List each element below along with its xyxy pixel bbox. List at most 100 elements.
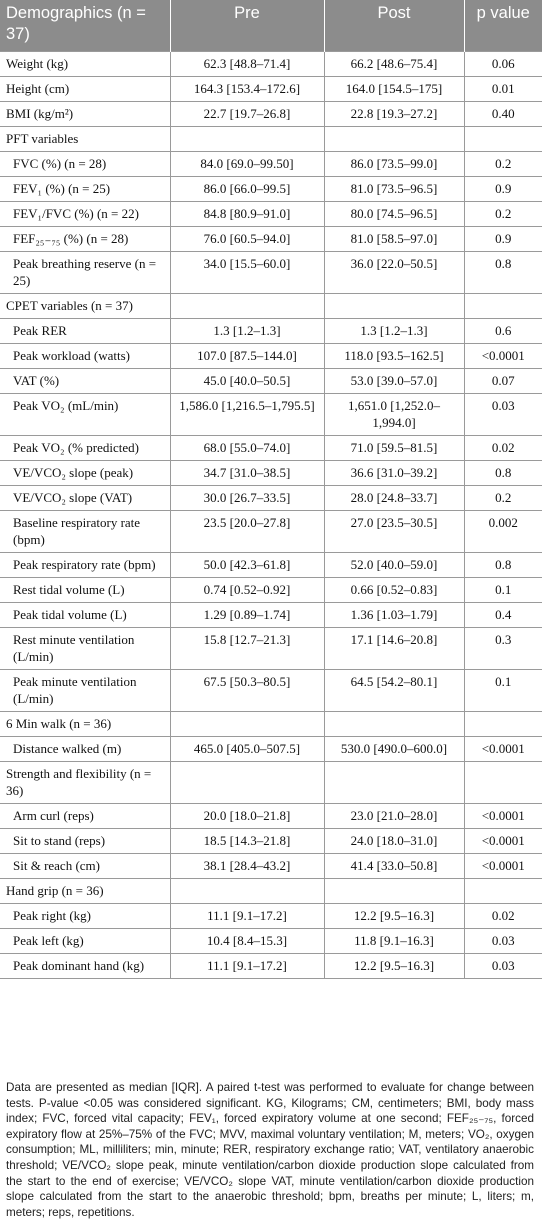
table-row: Arm curl (reps) 20.0 [18.0–21.8] 23.0 [21.… — [0, 803, 542, 829]
table-row: FVC (%) (n = 28) 84.0 [69.0–99.50] 86.0 [7… — [0, 151, 542, 177]
table-row: FEV₁/FVC (%) (n = 22) 84.8 [80.9–91.0] 80.… — [0, 201, 542, 227]
post-value: 11.8 [9.1–16.3] — [324, 928, 465, 954]
results-table: Demographics (n = 37) Pre Post p value W… — [0, 0, 542, 979]
pre-value: 10.4 [8.4–15.3] — [170, 928, 325, 954]
header-p-value: p value — [464, 0, 542, 52]
p-value: 0.03 — [464, 953, 542, 979]
header-post: Post — [324, 0, 465, 52]
p-value: 0.8 — [464, 552, 542, 578]
pre-value: 76.0 [60.5–94.0] — [170, 226, 325, 252]
section-row: PFT variables — [0, 126, 542, 152]
pre-value: 18.5 [14.3–21.8] — [170, 828, 325, 854]
p-value: 0.2 — [464, 201, 542, 227]
table-footnote: Data are presented as median [IQR]. A pa… — [6, 1081, 534, 1219]
empty-cell — [324, 293, 465, 319]
table-row: Peak tidal volume (L) 1.29 [0.89–1.74] 1.3… — [0, 602, 542, 628]
p-value: <0.0001 — [464, 853, 542, 879]
table-row: Peak VO₂ (mL/min) 1,586.0 [1,216.5–1,795.… — [0, 393, 542, 436]
pre-value: 84.8 [80.9–91.0] — [170, 201, 325, 227]
section-label: 6 Min walk (n = 36) — [0, 711, 171, 737]
empty-cell — [170, 126, 325, 152]
p-value: <0.0001 — [464, 803, 542, 829]
table-row: Peak breathing reserve (n = 25) 34.0 [15.… — [0, 251, 542, 294]
empty-cell — [464, 293, 542, 319]
pre-value: 67.5 [50.3–80.5] — [170, 669, 325, 712]
p-value: <0.0001 — [464, 736, 542, 762]
table-row: Sit to stand (reps) 18.5 [14.3–21.8] 24.0 … — [0, 828, 542, 854]
pre-value: 465.0 [405.0–507.5] — [170, 736, 325, 762]
pre-value: 11.1 [9.1–17.2] — [170, 903, 325, 929]
pre-value: 23.5 [20.0–27.8] — [170, 510, 325, 553]
pre-value: 38.1 [28.4–43.2] — [170, 853, 325, 879]
table-row: Peak minute ventilation (L/min) 67.5 [50.… — [0, 669, 542, 712]
table-row: Peak VO₂ (% predicted) 68.0 [55.0–74.0] 71… — [0, 435, 542, 461]
pre-value: 22.7 [19.7–26.8] — [170, 101, 325, 127]
post-value: 81.0 [73.5–96.5] — [324, 176, 465, 202]
pre-value: 30.0 [26.7–33.5] — [170, 485, 325, 511]
empty-cell — [170, 761, 325, 804]
p-value: <0.0001 — [464, 343, 542, 369]
row-label: Baseline respiratory rate (bpm) — [0, 510, 171, 553]
post-value: 36.6 [31.0–39.2] — [324, 460, 465, 486]
section-label: Hand grip (n = 36) — [0, 878, 171, 904]
table-header-row: Demographics (n = 37) Pre Post p value — [0, 0, 542, 52]
post-value: 12.2 [9.5–16.3] — [324, 903, 465, 929]
p-value: 0.8 — [464, 251, 542, 294]
post-value: 28.0 [24.8–33.7] — [324, 485, 465, 511]
row-label: Sit to stand (reps) — [0, 828, 171, 854]
table-row: VE/VCO₂ slope (VAT) 30.0 [26.7–33.5] 28.0 … — [0, 485, 542, 511]
row-label: Peak tidal volume (L) — [0, 602, 171, 628]
row-label: FEV₁ (%) (n = 25) — [0, 176, 171, 202]
empty-cell — [170, 293, 325, 319]
post-value: 52.0 [40.0–59.0] — [324, 552, 465, 578]
post-value: 64.5 [54.2–80.1] — [324, 669, 465, 712]
table-row: FEV₁ (%) (n = 25) 86.0 [66.0–99.5] 81.0 [7… — [0, 176, 542, 202]
row-label: Peak right (kg) — [0, 903, 171, 929]
post-value: 118.0 [93.5–162.5] — [324, 343, 465, 369]
row-label: BMI (kg/m²) — [0, 101, 171, 127]
row-label: Peak workload (watts) — [0, 343, 171, 369]
row-label: Peak respiratory rate (bpm) — [0, 552, 171, 578]
p-value: 0.002 — [464, 510, 542, 553]
post-value: 24.0 [18.0–31.0] — [324, 828, 465, 854]
p-value: 0.01 — [464, 76, 542, 102]
post-value: 41.4 [33.0–50.8] — [324, 853, 465, 879]
row-label: Peak breathing reserve (n = 25) — [0, 251, 171, 294]
row-label: Arm curl (reps) — [0, 803, 171, 829]
p-value: 0.8 — [464, 460, 542, 486]
row-label: Sit & reach (cm) — [0, 853, 171, 879]
pre-value: 1.3 [1.2–1.3] — [170, 318, 325, 344]
row-label: Peak RER — [0, 318, 171, 344]
section-label: CPET variables (n = 37) — [0, 293, 171, 319]
section-row: CPET variables (n = 37) — [0, 293, 542, 319]
post-value: 81.0 [58.5–97.0] — [324, 226, 465, 252]
table-row: Peak right (kg) 11.1 [9.1–17.2] 12.2 [9.5–… — [0, 903, 542, 929]
row-label: FEF₂₅₋₇₅ (%) (n = 28) — [0, 226, 171, 252]
empty-cell — [170, 878, 325, 904]
row-label: VE/VCO₂ slope (VAT) — [0, 485, 171, 511]
table-row: BMI (kg/m²) 22.7 [19.7–26.8] 22.8 [19.3–27… — [0, 101, 542, 127]
row-label: Distance walked (m) — [0, 736, 171, 762]
empty-cell — [464, 126, 542, 152]
p-value: 0.9 — [464, 176, 542, 202]
row-label: FVC (%) (n = 28) — [0, 151, 171, 177]
post-value: 0.66 [0.52–0.83] — [324, 577, 465, 603]
post-value: 1.3 [1.2–1.3] — [324, 318, 465, 344]
p-value: 0.02 — [464, 435, 542, 461]
p-value: 0.2 — [464, 485, 542, 511]
table-row: Peak dominant hand (kg) 11.1 [9.1–17.2] 12… — [0, 953, 542, 979]
table-row: Baseline respiratory rate (bpm) 23.5 [20.… — [0, 510, 542, 553]
pre-value: 45.0 [40.0–50.5] — [170, 368, 325, 394]
post-value: 66.2 [48.6–75.4] — [324, 51, 465, 77]
row-label: Peak dominant hand (kg) — [0, 953, 171, 979]
section-label: PFT variables — [0, 126, 171, 152]
row-label: Peak left (kg) — [0, 928, 171, 954]
pre-value: 86.0 [66.0–99.5] — [170, 176, 325, 202]
pre-value: 164.3 [153.4–172.6] — [170, 76, 325, 102]
post-value: 17.1 [14.6–20.8] — [324, 627, 465, 670]
empty-cell — [324, 761, 465, 804]
row-label: Height (cm) — [0, 76, 171, 102]
post-value: 86.0 [73.5–99.0] — [324, 151, 465, 177]
table-row: Peak respiratory rate (bpm) 50.0 [42.3–61… — [0, 552, 542, 578]
p-value: 0.06 — [464, 51, 542, 77]
